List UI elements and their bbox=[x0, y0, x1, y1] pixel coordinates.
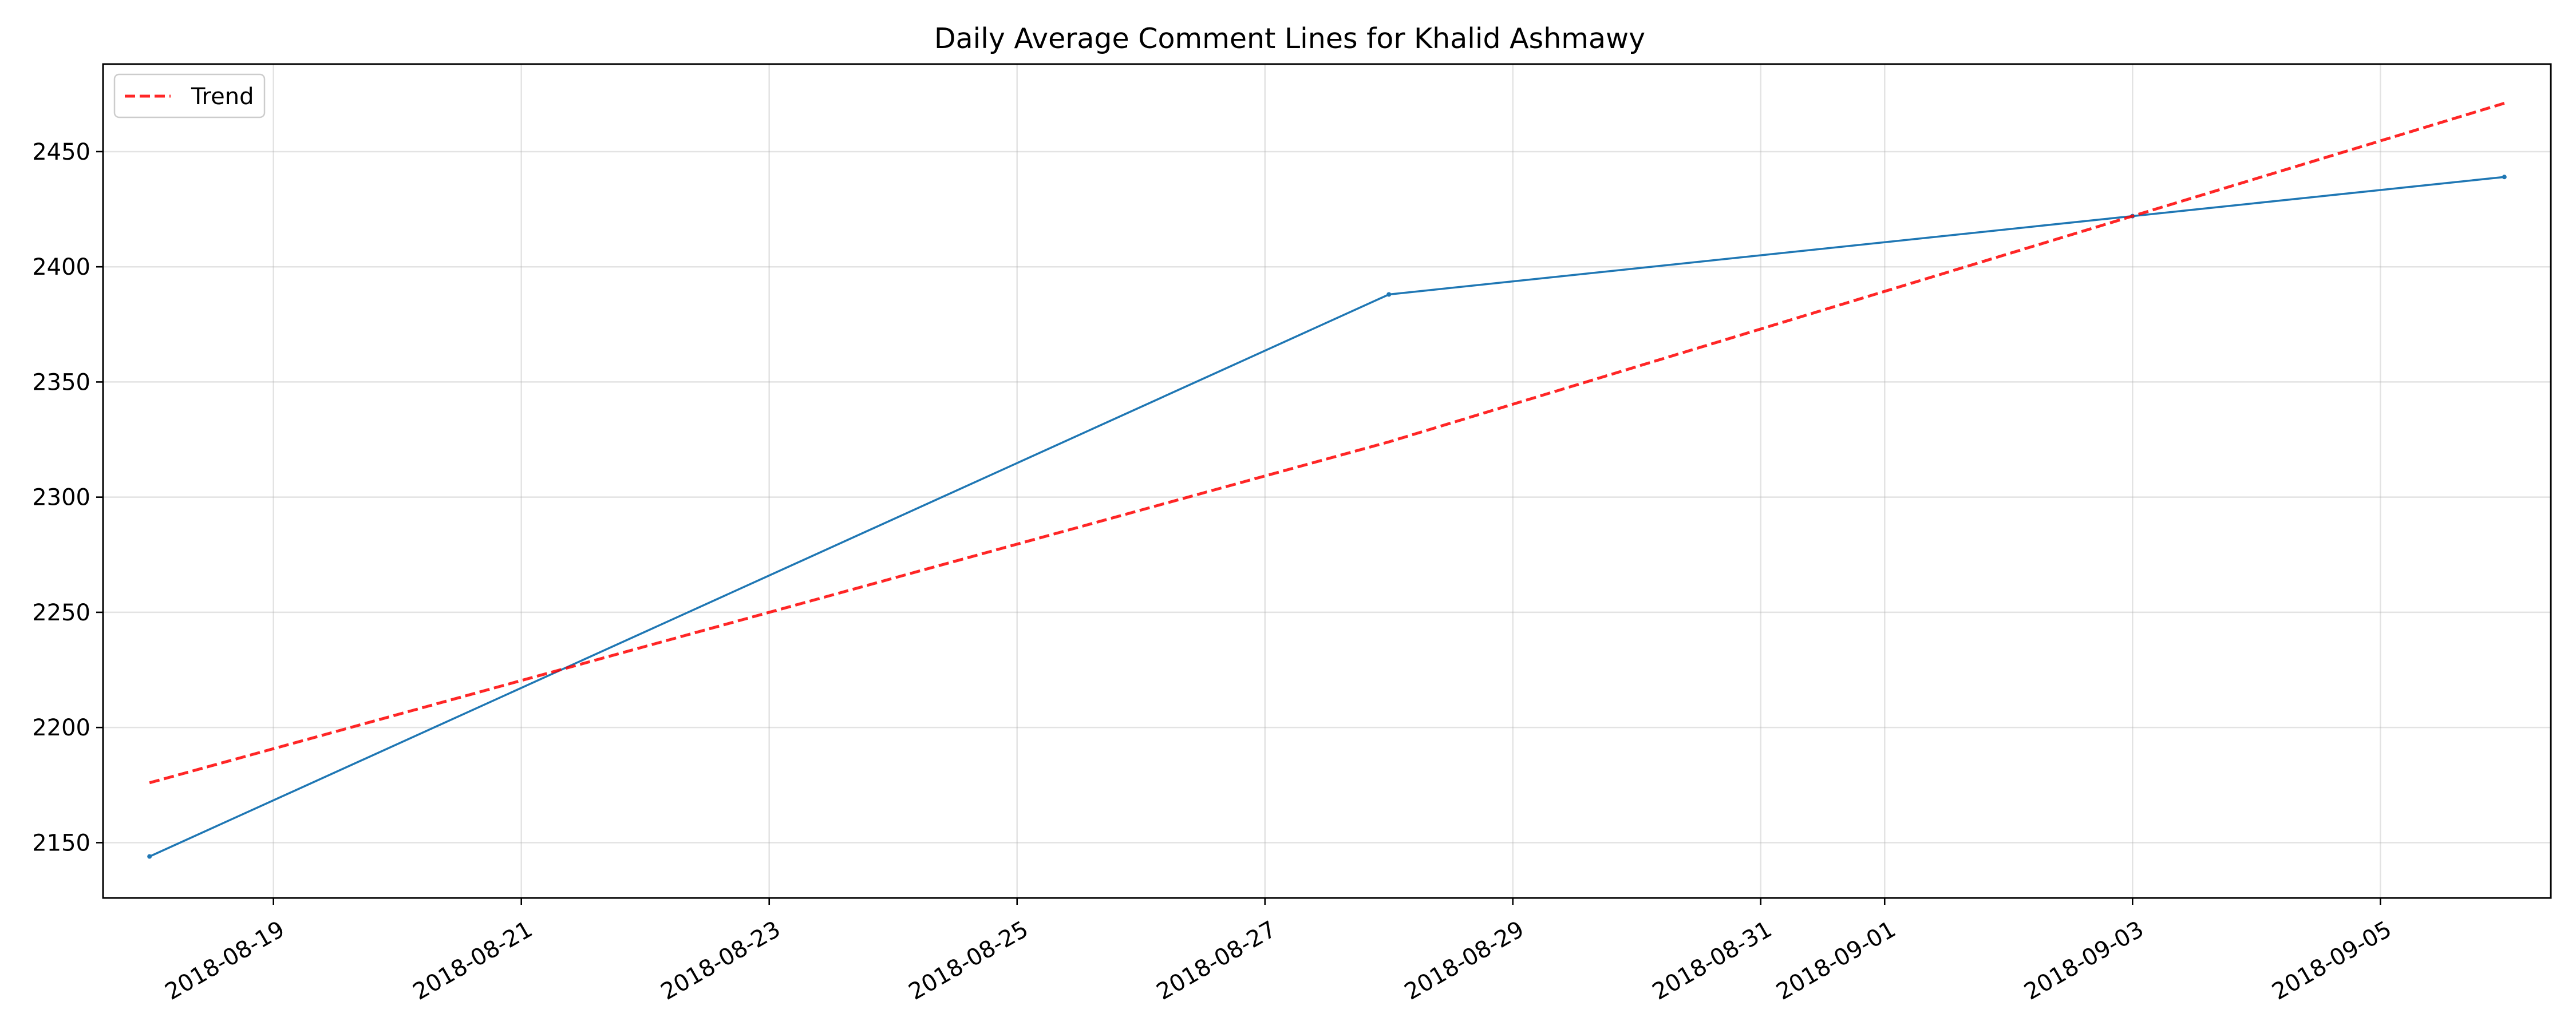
legend: Trend bbox=[113, 73, 266, 118]
y-tick-label: 2200 bbox=[32, 715, 90, 741]
y-tick-label: 2450 bbox=[32, 139, 90, 165]
y-tick-label: 2400 bbox=[32, 254, 90, 280]
y-axis: 2150 2200 2250 2300 2350 2400 2450 bbox=[32, 139, 103, 856]
legend-box bbox=[113, 73, 266, 118]
y-tick-label: 2350 bbox=[32, 369, 90, 395]
gridlines bbox=[103, 64, 2551, 898]
y-tick-label: 2300 bbox=[32, 485, 90, 511]
y-tick-label: 2250 bbox=[32, 600, 90, 626]
y-tick-label: 2150 bbox=[32, 830, 90, 856]
data-point bbox=[2502, 175, 2507, 180]
comment-lines-series bbox=[149, 176, 2504, 858]
chart-title: Daily Average Comment Lines for Khalid A… bbox=[934, 22, 1645, 55]
data-point bbox=[1386, 292, 1392, 297]
trend-line bbox=[149, 102, 2505, 785]
data-point bbox=[147, 854, 152, 859]
legend-trend-label: Trend bbox=[191, 84, 254, 110]
axes-frame bbox=[102, 63, 2552, 899]
series-layer bbox=[147, 102, 2507, 859]
